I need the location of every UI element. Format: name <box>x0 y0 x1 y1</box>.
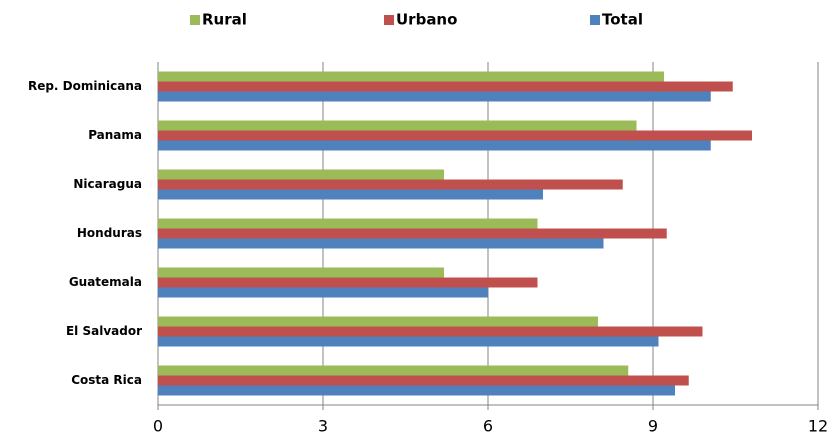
x-tick-label: 6 <box>483 417 493 436</box>
y-tick-label: Honduras <box>77 226 142 240</box>
bar <box>158 375 689 386</box>
bar <box>158 316 598 327</box>
legend-swatch <box>590 15 600 25</box>
bar <box>158 267 444 278</box>
bar <box>158 365 629 376</box>
legend-swatch <box>384 15 394 25</box>
bar <box>158 238 604 249</box>
legend-label: Total <box>602 11 643 29</box>
bar <box>158 287 488 298</box>
bar <box>158 277 538 288</box>
bar <box>158 326 703 337</box>
x-tick-label: 0 <box>153 417 163 436</box>
bar <box>158 140 711 151</box>
y-tick-label: Rep. Dominicana <box>28 79 142 93</box>
bar <box>158 179 623 190</box>
bar <box>158 81 733 92</box>
x-tick-label: 12 <box>808 417 828 436</box>
bar <box>158 189 543 200</box>
y-tick-label: Nicaragua <box>73 177 142 191</box>
bar <box>158 336 659 347</box>
x-tick-label: 3 <box>318 417 328 436</box>
bar <box>158 385 675 396</box>
bar <box>158 91 711 102</box>
y-tick-label: El Salvador <box>66 324 142 338</box>
y-tick-label: Costa Rica <box>71 373 142 387</box>
legend-label: Urbano <box>396 11 457 29</box>
x-tick-label: 9 <box>648 417 658 436</box>
y-tick-label: Panama <box>88 128 142 142</box>
bar <box>158 169 444 180</box>
legend-label: Rural <box>202 11 247 29</box>
bar <box>158 120 637 131</box>
bar <box>158 218 538 229</box>
bar <box>158 71 664 82</box>
legend-swatch <box>190 15 200 25</box>
y-tick-label: Guatemala <box>69 275 142 289</box>
bar <box>158 130 752 141</box>
bar <box>158 228 667 239</box>
